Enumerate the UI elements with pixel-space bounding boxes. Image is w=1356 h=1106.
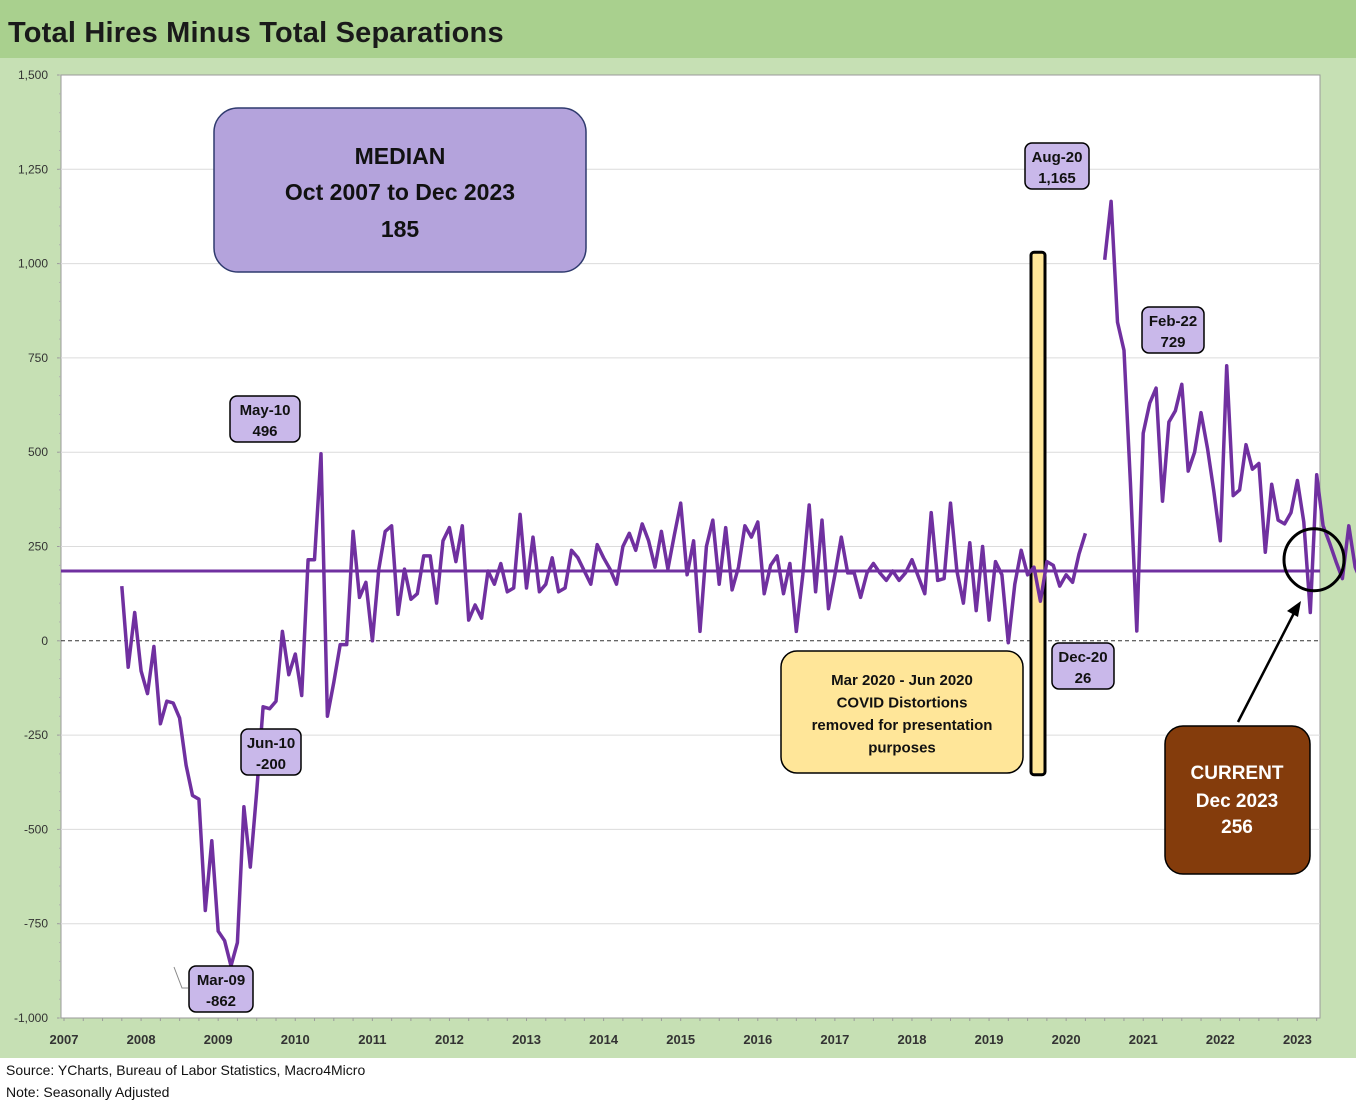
seasonal-note: Note: Seasonally Adjusted [6,1084,170,1100]
covid-note-line: purposes [868,740,936,757]
annotation-value: -200 [256,756,286,773]
annotation-value: -862 [206,993,236,1010]
y-tick-label: 1,250 [18,162,48,176]
y-tick-label: 500 [28,445,48,459]
annotation-value: 729 [1160,334,1185,351]
median-box-value: 185 [381,216,420,242]
annotation-mar-09: Mar-09 -862 [188,965,254,1013]
covid-note-box: Mar 2020 - Jun 2020 COVID Distortions remo… [780,650,1024,774]
covid-note-line: Mar 2020 - Jun 2020 [831,672,973,689]
annotation-box [188,965,254,1013]
annotation-box [240,728,302,776]
x-tick-label: 2007 [50,1032,79,1047]
current-highlight-circle [1282,527,1346,593]
annotation-aug-20: Aug-20 1,165 [1024,142,1090,190]
x-tick-label: 2021 [1129,1032,1158,1047]
x-tick-label: 2014 [589,1032,619,1047]
annotation-box [1141,306,1205,354]
x-tick-label: 2015 [666,1032,695,1047]
current-box-value: 256 [1221,817,1253,838]
annotation-date: Mar-09 [197,972,245,989]
annotation-dec-20: Dec-20 26 [1051,642,1115,690]
x-tick-label: 2010 [281,1032,310,1047]
y-tick-label: 1,500 [18,68,48,82]
current-box-bg [1164,725,1311,875]
annotation-box [229,395,301,443]
annotation-date: Feb-22 [1149,313,1197,330]
chart: 1,500 1,250 1,000 750 500 250 0 -250 -500 -750 -1,… [14,68,1356,1047]
x-tick-label: 2016 [743,1032,772,1047]
y-tick-label: -250 [24,728,48,742]
chart-title: Total Hires Minus Total Separations [8,17,504,49]
current-box: CURRENT Dec 2023 256 [1164,725,1311,875]
covid-note-line: removed for presentation [812,717,993,734]
annotation-value: 26 [1075,670,1092,687]
median-box: MEDIAN Oct 2007 to Dec 2023 185 [213,107,587,273]
current-arrow-line [1236,612,1296,723]
x-tick-label: 2012 [435,1032,464,1047]
annotation-may-10: May-10 496 [229,395,301,443]
y-tick-label: -500 [24,822,48,836]
y-tick-label: 250 [28,540,48,554]
current-box-date: Dec 2023 [1196,791,1278,812]
median-box-period: Oct 2007 to Dec 2023 [285,179,515,205]
chart-header: Total Hires Minus Total Separations [0,0,1356,59]
annotation-feb-22: Feb-22 729 [1141,306,1205,354]
x-tick-label: 2013 [512,1032,541,1047]
covid-note-line: COVID Distortions [837,695,968,712]
y-tick-label: 0 [41,634,48,648]
x-tick-label: 2009 [204,1032,233,1047]
annotation-value: 496 [252,423,277,440]
covid-gap-bar [1029,250,1047,777]
median-box-bg [213,107,587,273]
series-line-1 [120,451,1088,968]
annotation-jun-10: Jun-10 -200 [240,728,302,776]
x-tick-label: 2018 [898,1032,927,1047]
annotation-box [1024,142,1090,190]
x-tick-label: 2020 [1052,1032,1081,1047]
annotation-date: Jun-10 [247,735,295,752]
annotation-box [1051,642,1115,690]
series-line-2 [1102,199,1356,633]
y-tick-label: 750 [28,351,48,365]
annotation-date: Dec-20 [1058,649,1107,666]
x-tick-label: 2019 [975,1032,1004,1047]
x-tick-label: 2022 [1206,1032,1235,1047]
x-tick-label: 2017 [820,1032,849,1047]
y-tick-label: 1,000 [18,257,48,271]
x-tick-label: 2008 [127,1032,156,1047]
covid-note-bg [780,650,1024,774]
annotation-value: 1,165 [1038,170,1076,187]
current-arrow-head [1287,601,1301,617]
median-box-title: MEDIAN [355,143,446,169]
x-tick-label: 2011 [358,1032,386,1047]
y-tick-label: -1,000 [14,1011,48,1025]
leader-mar-09 [173,966,188,989]
source-note: Source: YCharts, Bureau of Labor Statist… [6,1062,366,1078]
annotation-date: Aug-20 [1032,149,1083,166]
annotation-date: May-10 [240,402,291,419]
current-box-title: CURRENT [1191,763,1284,784]
x-tick-label: 2023 [1283,1032,1312,1047]
y-tick-label: -750 [24,917,48,931]
